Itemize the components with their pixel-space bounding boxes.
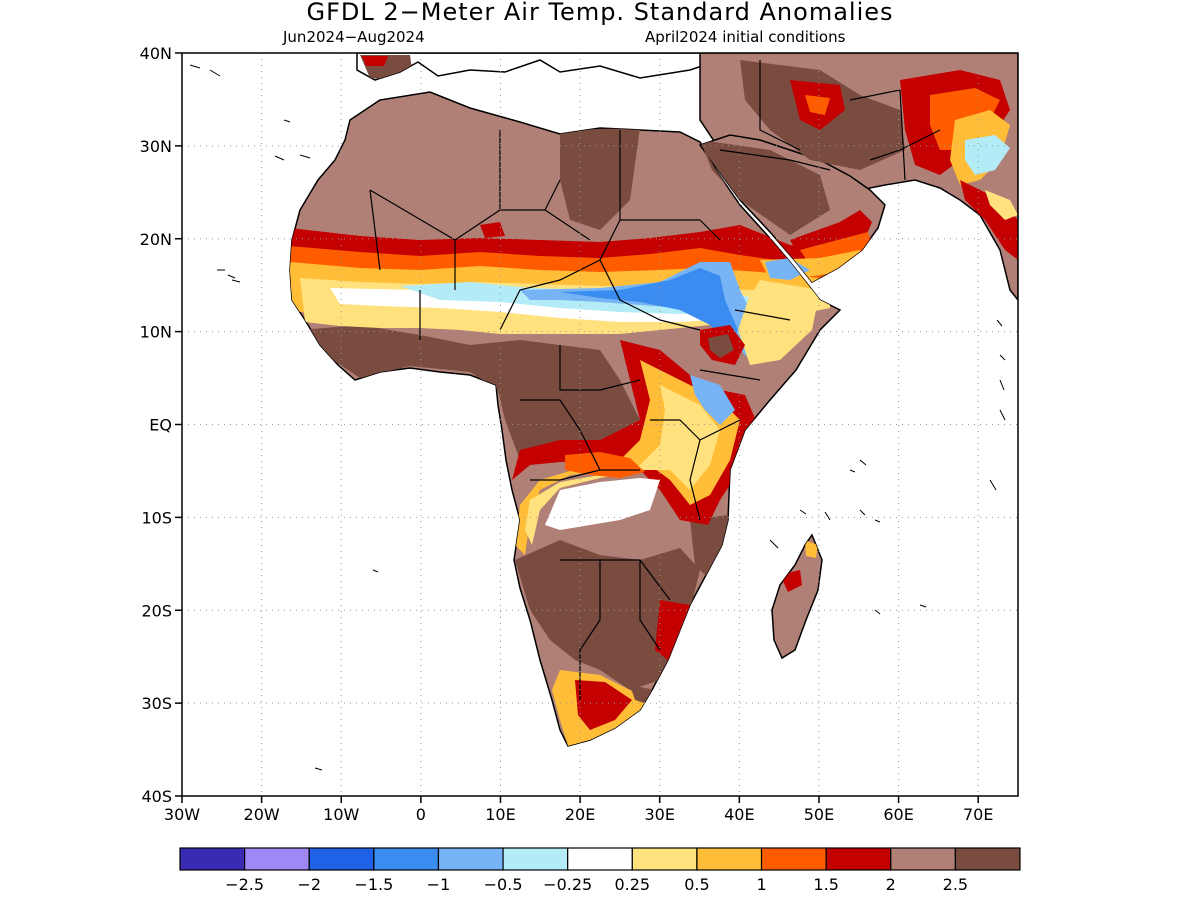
lon-tick-label: 10W [323, 805, 359, 824]
legend-swatch [308, 847, 375, 871]
lat-lon-grid [182, 53, 1018, 796]
legend-swatch [890, 847, 956, 871]
legend-label: 1.5 [813, 875, 838, 894]
lat-tick-label: 40N [140, 44, 172, 63]
lat-tick-label: 10S [141, 508, 172, 527]
lon-tick-label: 0 [416, 805, 426, 824]
legend-label: −1 [427, 875, 451, 894]
islands [189, 64, 1006, 771]
lon-tick-label: 10E [485, 805, 515, 824]
legend-swatch [760, 847, 827, 871]
color-legend: −2.5 −2 −1.5 −1 −0.5 −0.25 0.25 0.5 1 1.5 2 2.5 [179, 847, 1021, 894]
legend-swatch [502, 847, 569, 871]
lat-tick-label: EQ [149, 416, 172, 435]
legend-label: 2.5 [943, 875, 968, 894]
latitude-axis: 40N 30N 20N 10N EQ 10S 20S 30S 40S [140, 44, 182, 806]
lon-tick-label: 30W [164, 805, 200, 824]
lon-tick-label: 20W [244, 805, 280, 824]
legend-label: −2 [297, 875, 321, 894]
lon-tick-label: 30E [644, 805, 674, 824]
legend-label: −0.25 [543, 875, 592, 894]
legend-swatch [437, 847, 504, 871]
figure-title: GFDL 2−Meter Air Temp. Standard Anomalie… [306, 0, 894, 26]
lat-tick-label: 30N [140, 137, 172, 156]
madagascar-land [771, 533, 823, 660]
lon-tick-label: 70E [963, 805, 993, 824]
forecast-period: Jun2024−Aug2024 [283, 28, 425, 46]
legend-label: 0.5 [684, 875, 709, 894]
lon-tick-label: 20E [565, 805, 595, 824]
legend-swatch [696, 847, 763, 871]
legend-swatch [373, 847, 440, 871]
lat-tick-label: 20S [141, 601, 172, 620]
legend-label: −0.5 [484, 875, 523, 894]
legend-swatch [244, 847, 310, 871]
lon-tick-label: 50E [804, 805, 834, 824]
initial-conditions-label: April2024 initial conditions [645, 28, 846, 46]
anomaly-shading [290, 55, 1018, 746]
legend-label: −1.5 [354, 875, 393, 894]
lat-tick-label: 30S [141, 694, 172, 713]
longitude-axis: 30W 20W 10W 0 10E 20E 30E 40E 50E 60E 70E [164, 796, 993, 824]
country-borders [369, 60, 941, 700]
legend-swatch [567, 847, 633, 871]
legend-swatch [179, 847, 246, 871]
legend-label: 0.25 [614, 875, 650, 894]
legend-swatch [954, 847, 1021, 871]
lat-tick-label: 10N [140, 323, 172, 342]
lon-tick-label: 60E [883, 805, 913, 824]
legend-label: 1 [756, 875, 766, 894]
europe-land [356, 53, 741, 81]
lat-tick-label: 20N [140, 230, 172, 249]
lat-tick-label: 40S [141, 787, 172, 806]
legend-swatch [825, 847, 892, 871]
legend-swatch [631, 847, 698, 871]
legend-label: −2.5 [225, 875, 264, 894]
legend-label: 2 [886, 875, 896, 894]
lon-tick-label: 40E [724, 805, 754, 824]
